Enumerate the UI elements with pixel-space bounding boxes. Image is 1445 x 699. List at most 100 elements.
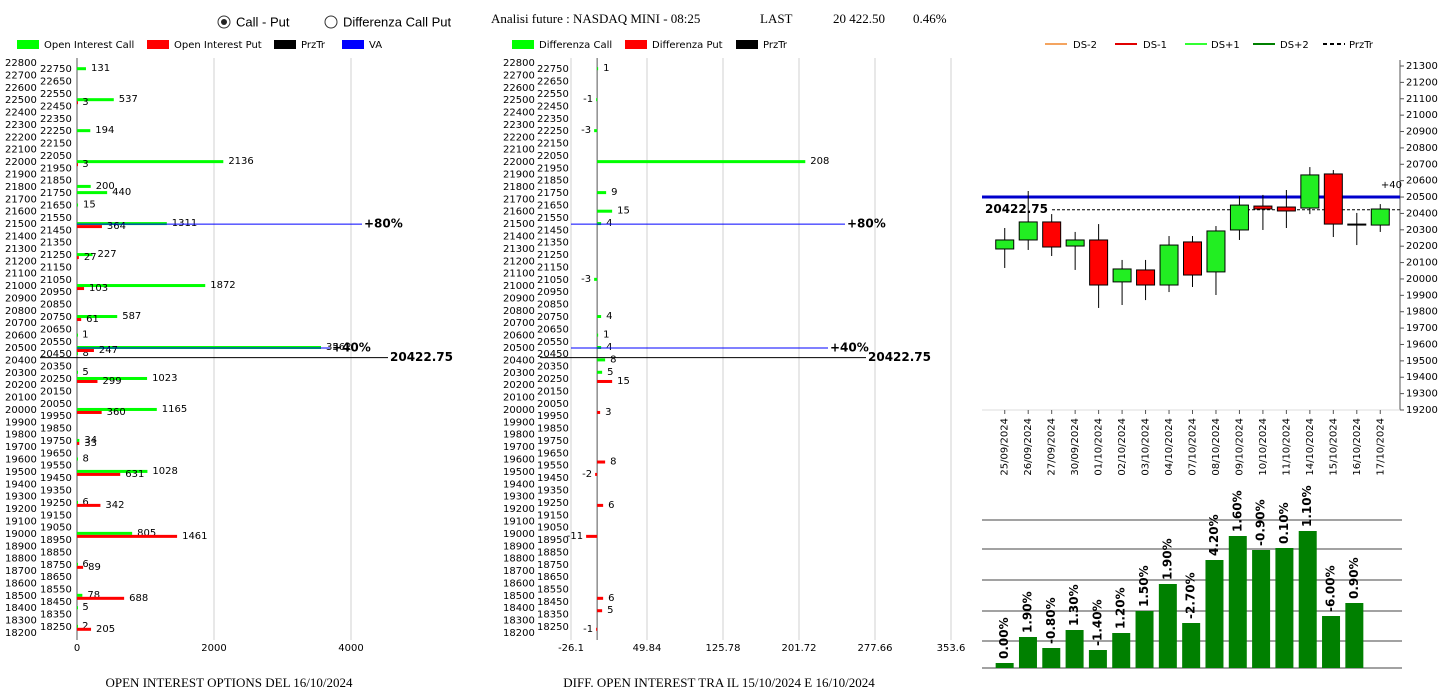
radio-1[interactable] — [324, 15, 338, 29]
legend-swatch — [342, 40, 364, 49]
strike-label: 20450 — [40, 349, 72, 360]
bar — [77, 410, 102, 414]
x-tick-label: 01/10/2024 — [1094, 418, 1105, 476]
value-label: 33 — [84, 438, 97, 449]
bar — [77, 503, 101, 507]
bar — [77, 407, 157, 411]
bar — [1088, 650, 1107, 668]
y-tick-label: 20700 — [1406, 159, 1438, 170]
strike-label: 20000 — [503, 405, 535, 416]
x-tick-label: 08/10/2024 — [1211, 418, 1222, 476]
bar — [77, 562, 78, 566]
bar — [1112, 633, 1131, 668]
y-tick-label: 19200 — [1406, 405, 1438, 416]
change-label: 1.50% — [1137, 565, 1151, 607]
legend-label: VA — [369, 40, 382, 51]
value-label: 537 — [119, 94, 138, 105]
strike-label: 20250 — [40, 374, 72, 385]
bar — [1042, 648, 1061, 668]
strike-label: 20650 — [40, 324, 72, 335]
candle-body — [1018, 221, 1038, 241]
strike-label: 19850 — [537, 424, 569, 435]
change-label: 1.30% — [1067, 584, 1081, 626]
bar — [597, 609, 603, 613]
y-tick-label: 19500 — [1406, 356, 1438, 367]
value-label: 9 — [611, 187, 617, 198]
value-label: 1165 — [162, 404, 187, 415]
price-label: 20422.75 — [868, 350, 931, 364]
bar — [77, 624, 78, 628]
panel-title: DIFF. OPEN INTEREST TRA IL 15/10/2024 E … — [563, 675, 875, 690]
option-label[interactable]: Differenza Call Put — [343, 14, 452, 29]
strike-label: 21050 — [40, 275, 72, 286]
value-label: 1023 — [152, 373, 177, 384]
strike-label: 18900 — [5, 541, 37, 552]
bar — [1182, 623, 1201, 668]
bar — [597, 358, 606, 362]
y-tick-label: 20500 — [1406, 192, 1438, 203]
bar — [77, 565, 84, 569]
va-label: +40% — [332, 341, 371, 355]
strike-label: 22700 — [503, 70, 535, 81]
bar — [1345, 603, 1364, 668]
bar — [597, 379, 613, 383]
strike-label: 22050 — [537, 151, 569, 162]
strike-label: 20750 — [537, 312, 569, 323]
bar — [77, 531, 133, 535]
bar — [77, 191, 108, 195]
strike-label: 21800 — [5, 182, 37, 193]
y-tick-label: 20000 — [1406, 274, 1438, 285]
legend-swatch — [736, 40, 758, 49]
strike-label: 19050 — [537, 523, 569, 534]
strike-label: 18550 — [40, 585, 72, 596]
legend-swatch — [147, 40, 169, 49]
change-label: -1.40% — [1090, 599, 1104, 646]
strike-label: 20350 — [40, 362, 72, 373]
x-tick-label: 353.6 — [937, 643, 966, 654]
strike-label: 20150 — [537, 386, 569, 397]
value-label: 227 — [98, 249, 117, 260]
strike-label: 22350 — [40, 114, 72, 125]
strike-label: 20300 — [5, 368, 37, 379]
strike-label: 21600 — [5, 207, 37, 218]
strike-label: 19150 — [537, 510, 569, 521]
strike-label: 18750 — [537, 560, 569, 571]
candle-body — [1323, 173, 1343, 225]
strike-label: 18300 — [503, 616, 535, 627]
value-label: 4 — [606, 311, 612, 322]
legend-label: Differenza Call — [539, 40, 612, 51]
strike-label: 19750 — [537, 436, 569, 447]
strike-label: 18550 — [537, 585, 569, 596]
legend-label: DS-1 — [1143, 40, 1167, 51]
value-label: 200 — [96, 181, 115, 192]
strike-label: 22000 — [503, 157, 535, 168]
bar — [1205, 560, 1224, 668]
value-label: 342 — [105, 500, 124, 511]
change-label: 1.10% — [1300, 485, 1314, 527]
y-tick-label: 21100 — [1406, 94, 1438, 105]
strike-label: 18250 — [537, 622, 569, 633]
strike-label: 19350 — [40, 486, 72, 497]
strike-label: 19000 — [5, 529, 37, 540]
legend-label: PrzTr — [763, 40, 788, 51]
x-tick-label: 27/09/2024 — [1047, 418, 1058, 476]
legend-label: Open Interest Put — [174, 40, 262, 51]
bar — [77, 98, 114, 102]
strike-label: 18200 — [503, 628, 535, 639]
value-label: 805 — [137, 528, 156, 539]
legend-swatch — [625, 40, 647, 49]
strike-label: 22550 — [40, 89, 72, 100]
strike-label: 18950 — [40, 535, 72, 546]
option-label[interactable]: Call - Put — [236, 14, 290, 29]
va-label: +80% — [847, 217, 886, 231]
strike-label: 21700 — [503, 194, 535, 205]
strike-label: 19050 — [40, 523, 72, 534]
strike-label: 21450 — [40, 225, 72, 236]
strike-label: 18250 — [40, 622, 72, 633]
strike-label: 21400 — [503, 231, 535, 242]
y-tick-label: 20400 — [1406, 208, 1438, 219]
y-tick-label: 20800 — [1406, 143, 1438, 154]
value-label: -11 — [567, 531, 583, 542]
va-label: +80% — [364, 217, 403, 231]
bar — [596, 98, 598, 102]
